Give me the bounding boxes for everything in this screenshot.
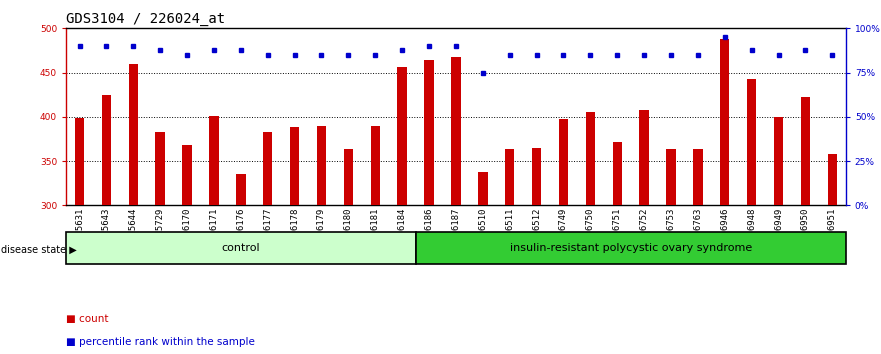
Text: insulin-resistant polycystic ovary syndrome: insulin-resistant polycystic ovary syndr… [509, 243, 751, 253]
Bar [774, 117, 783, 354]
Bar [182, 145, 192, 354]
Bar [827, 154, 837, 354]
Bar [425, 60, 433, 354]
Bar [559, 119, 568, 354]
Bar [747, 79, 757, 354]
Bar [66, 232, 416, 264]
Bar [612, 142, 622, 354]
Bar [397, 67, 407, 354]
Bar [263, 132, 272, 354]
Text: ■ count: ■ count [66, 314, 108, 324]
Text: control: control [221, 243, 260, 253]
Bar [236, 174, 246, 354]
Bar [210, 116, 218, 354]
Bar [640, 110, 648, 354]
Bar [344, 149, 353, 354]
Bar [290, 127, 300, 354]
Bar [505, 149, 515, 354]
Bar [693, 149, 702, 354]
Bar [801, 97, 811, 354]
Bar [155, 132, 165, 354]
Bar [720, 39, 729, 354]
Text: ■ percentile rank within the sample: ■ percentile rank within the sample [66, 337, 255, 347]
Bar [586, 112, 595, 354]
Bar [317, 126, 326, 354]
Bar [532, 148, 541, 354]
Bar [75, 118, 85, 354]
Bar [416, 232, 846, 264]
Bar [666, 149, 676, 354]
Text: disease state ▶: disease state ▶ [1, 245, 77, 255]
Text: GDS3104 / 226024_at: GDS3104 / 226024_at [66, 12, 226, 26]
Bar [371, 126, 380, 354]
Bar [451, 57, 461, 354]
Bar [478, 172, 487, 354]
Bar [129, 64, 138, 354]
Bar [101, 95, 111, 354]
